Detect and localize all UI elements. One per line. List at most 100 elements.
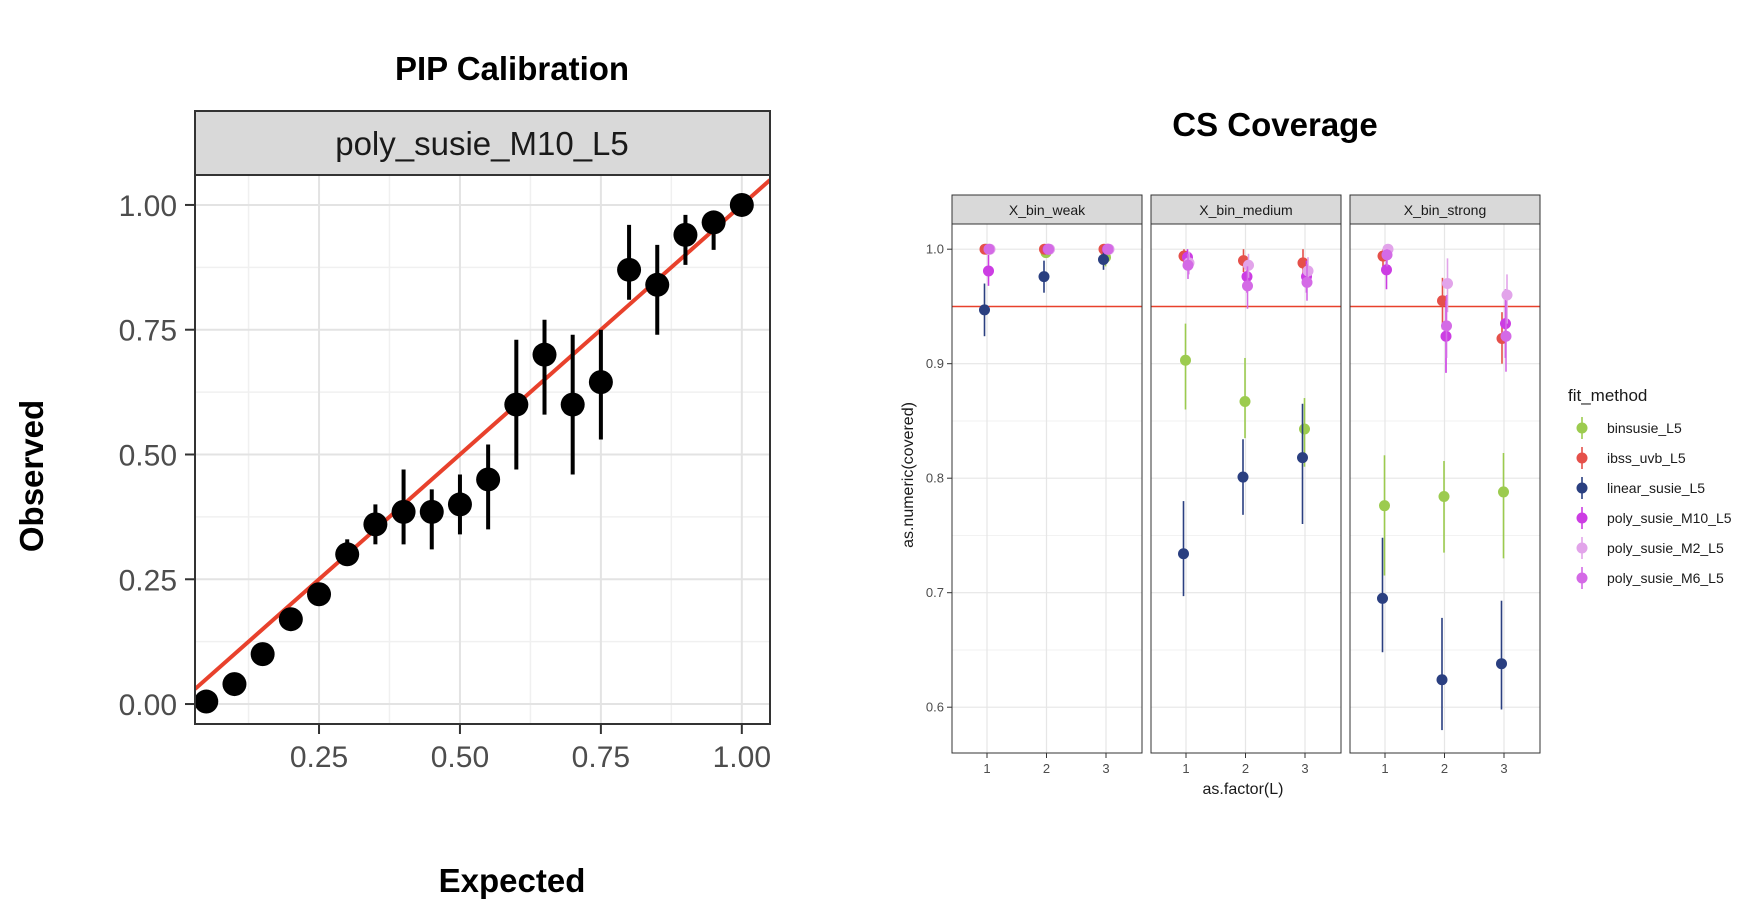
data-point xyxy=(1501,289,1513,301)
calibration-point xyxy=(588,329,613,440)
data-point xyxy=(1436,674,1448,686)
legend-key-point xyxy=(1576,422,1588,434)
calibration-point xyxy=(701,210,726,250)
pip-calibration-chart: PIP Calibration poly_susie_M10_L5 0.000.… xyxy=(13,50,771,899)
data-point xyxy=(673,222,698,247)
coverage-point xyxy=(983,254,994,286)
calibration-point xyxy=(391,469,416,545)
coverage-point xyxy=(1377,537,1388,653)
data-point xyxy=(1102,243,1114,255)
data-point xyxy=(1043,243,1054,255)
calibration-point xyxy=(476,444,501,530)
data-point xyxy=(1237,471,1249,483)
x-tick-label: 2 xyxy=(1441,761,1448,776)
data-point xyxy=(1301,276,1313,288)
data-point xyxy=(1098,253,1109,265)
y-axis-ticks: 0.6 0.7 0.8 0.9 1.0 xyxy=(926,242,952,715)
y-tick-label: 0.6 xyxy=(926,700,944,715)
calibration-point xyxy=(222,672,247,697)
facet-strip xyxy=(194,110,771,176)
cs-coverage-chart: CS Coverage X_bin_weak 1 2 3 X_bin_medium 1 2 3… xyxy=(900,106,1732,798)
data-point xyxy=(1038,271,1050,283)
x-tick-label: 3 xyxy=(1301,761,1308,776)
data-point xyxy=(1496,658,1507,670)
facet-panel-X_bin_strong: X_bin_strong 1 2 3 xyxy=(1349,194,1541,776)
legend-key-point xyxy=(1576,542,1588,554)
legend-label: poly_susie_M2_L5 xyxy=(1607,540,1724,556)
coverage-point xyxy=(1500,300,1512,372)
legend-title: fit_method xyxy=(1568,386,1647,405)
x-tick-label: 3 xyxy=(1102,761,1109,776)
y-axis-label: Observed xyxy=(13,400,50,552)
data-point xyxy=(447,492,472,517)
data-point xyxy=(983,243,995,255)
legend-item: poly_susie_M2_L5 xyxy=(1576,537,1724,559)
data-point xyxy=(1299,423,1310,435)
data-point xyxy=(1239,395,1251,407)
data-point xyxy=(532,342,557,367)
data-point xyxy=(1498,486,1509,498)
legend-label: poly_susie_M10_L5 xyxy=(1607,510,1732,526)
coverage-point xyxy=(1102,243,1114,255)
legend-label: linear_susie_L5 xyxy=(1607,480,1705,496)
data-point xyxy=(1500,330,1512,342)
calibration-point xyxy=(307,582,332,607)
legend-key-point xyxy=(1576,452,1588,464)
facet-strip xyxy=(951,194,1143,225)
panel-border xyxy=(1150,223,1342,754)
x-tick-label: 2 xyxy=(1043,761,1050,776)
data-point xyxy=(729,192,754,217)
data-point xyxy=(1180,354,1191,366)
legend-label: poly_susie_M6_L5 xyxy=(1607,570,1724,586)
x-tick-label: 3 xyxy=(1500,761,1507,776)
calibration-point xyxy=(673,214,698,265)
panel-border xyxy=(1349,223,1541,754)
coverage-point xyxy=(1438,461,1450,553)
calibration-point xyxy=(419,489,444,550)
data-point xyxy=(1438,491,1450,503)
coverage-point xyxy=(1098,251,1109,270)
coverage-point xyxy=(1038,260,1050,293)
legend-item: ibss_uvb_L5 xyxy=(1576,447,1686,469)
coverage-point xyxy=(1237,439,1249,515)
data-point xyxy=(1243,259,1254,271)
data-point xyxy=(391,499,416,524)
data-point xyxy=(1182,259,1194,271)
y-tick-label: 0.75 xyxy=(119,315,177,348)
data-point xyxy=(1441,320,1452,332)
legend-item: binsusie_L5 xyxy=(1576,417,1682,439)
coverage-point xyxy=(1043,243,1054,255)
calibration-point xyxy=(560,334,585,475)
legend-label: binsusie_L5 xyxy=(1607,420,1682,436)
legend-item: poly_susie_M6_L5 xyxy=(1576,567,1724,589)
y-axis-label: as.numeric(covered) xyxy=(900,402,917,548)
coverage-point xyxy=(1239,357,1251,439)
y-tick-label: 0.00 xyxy=(119,689,177,722)
coverage-point xyxy=(1379,455,1390,576)
x-tick-label: 1 xyxy=(1182,761,1189,776)
chart-title: PIP Calibration xyxy=(395,50,629,87)
legend-key-point xyxy=(1576,512,1588,524)
x-tick-label: 1 xyxy=(983,761,990,776)
data-point xyxy=(1297,452,1308,464)
legend-label: ibss_uvb_L5 xyxy=(1607,450,1686,466)
panel-border xyxy=(194,174,771,725)
data-point xyxy=(278,607,303,632)
data-point xyxy=(1178,548,1189,560)
coverage-point xyxy=(983,243,995,255)
coverage-point xyxy=(1242,266,1253,309)
data-point xyxy=(1442,278,1453,290)
y-tick-label: 0.9 xyxy=(926,356,944,371)
legend-key-point xyxy=(1576,482,1588,494)
facet-panel-X_bin_medium: X_bin_medium 1 2 3 xyxy=(1150,194,1342,776)
data-point xyxy=(1381,264,1392,276)
y-tick-label: 0.50 xyxy=(119,439,177,472)
coverage-point xyxy=(1442,258,1453,313)
coverage-point xyxy=(1182,253,1194,279)
coverage-point xyxy=(1436,617,1448,731)
legend-key-point xyxy=(1576,572,1588,584)
x-tick-label: 0.25 xyxy=(290,741,348,774)
calibration-point xyxy=(729,192,754,217)
data-point xyxy=(419,499,444,524)
